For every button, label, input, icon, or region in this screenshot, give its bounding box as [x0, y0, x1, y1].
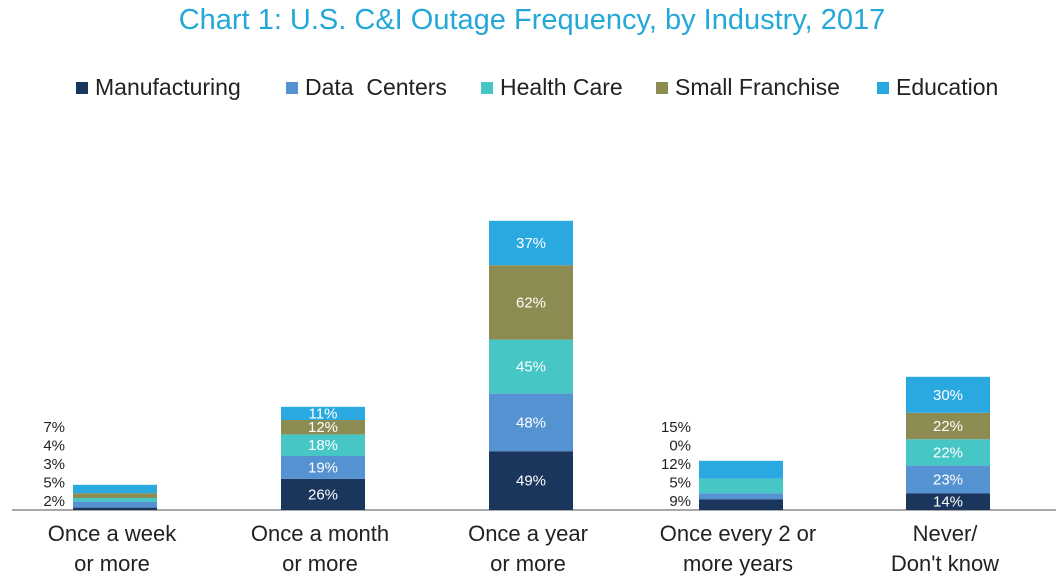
- data-label: 12%: [661, 456, 691, 473]
- data-label: 48%: [516, 414, 546, 431]
- bar-segment: [281, 478, 365, 510]
- category-label: or more: [282, 551, 358, 576]
- legend-label: Education: [896, 74, 999, 100]
- data-label: 22%: [933, 418, 963, 435]
- legend-swatch: [877, 81, 889, 94]
- bar-segment: [699, 493, 783, 500]
- bar-segment: [73, 484, 157, 494]
- bar-segment: [906, 439, 990, 466]
- legend-swatch: [481, 81, 493, 94]
- category-label: Don't know: [891, 551, 999, 576]
- data-label: 30%: [933, 387, 963, 404]
- data-label: 7%: [43, 419, 65, 436]
- legend-swatch: [656, 81, 668, 94]
- category-label: Once a year: [468, 521, 588, 546]
- legend: Manufacturing Data Centers Health Care Smal…: [0, 74, 1064, 104]
- bar-segment: [281, 456, 365, 479]
- bar-segment: [906, 412, 990, 440]
- category-label: or more: [490, 551, 566, 576]
- legend-swatch: [76, 81, 88, 94]
- bar-segment: [73, 501, 157, 508]
- data-label: 37%: [516, 235, 546, 252]
- data-label: 26%: [308, 486, 338, 503]
- legend-label: Small Franchise: [675, 74, 840, 100]
- category-label: more years: [683, 551, 793, 576]
- bar-segment: [699, 499, 783, 510]
- data-label: 12%: [308, 419, 338, 436]
- data-label: 23%: [933, 471, 963, 488]
- category-label: or more: [74, 551, 150, 576]
- data-label: 0%: [669, 438, 691, 455]
- bar-segment: [73, 493, 157, 498]
- bar-segment: [489, 393, 573, 452]
- data-label: 14%: [933, 494, 963, 511]
- bar-segment: [699, 460, 783, 479]
- data-label: 62%: [516, 294, 546, 311]
- bar-segment: [281, 420, 365, 435]
- bar-segment: [906, 376, 990, 413]
- bar-segment: [73, 507, 157, 510]
- legend-label: Manufacturing: [95, 74, 241, 100]
- bar-segment: [489, 265, 573, 340]
- data-label: 22%: [933, 444, 963, 461]
- bar-segment: [281, 434, 365, 456]
- bar-segment: [281, 406, 365, 420]
- legend-item: Data Centers: [286, 74, 447, 101]
- data-label: 18%: [308, 437, 338, 454]
- bar-segment: [906, 493, 990, 510]
- data-label: 5%: [669, 475, 691, 492]
- category-label: Once a month: [251, 521, 389, 546]
- legend-item: Small Franchise: [656, 74, 840, 101]
- bar-segment: [906, 465, 990, 494]
- legend-item: Education: [877, 74, 998, 101]
- category-label: Never/: [913, 521, 979, 546]
- legend-swatch: [286, 81, 298, 94]
- category-label: Once a week: [48, 521, 177, 546]
- data-label: 15%: [661, 419, 691, 436]
- bar-segment: [699, 478, 783, 494]
- data-label: 5%: [43, 475, 65, 492]
- data-label: 4%: [43, 438, 65, 455]
- category-label: Once every 2 or: [660, 521, 817, 546]
- data-label: 19%: [308, 459, 338, 476]
- bar-segment: [489, 451, 573, 510]
- data-label: 3%: [43, 456, 65, 473]
- legend-item: Manufacturing: [76, 74, 241, 101]
- data-label: 2%: [43, 493, 65, 510]
- legend-item: Health Care: [481, 74, 623, 101]
- data-label: 45%: [516, 359, 546, 376]
- bar-segment: [489, 220, 573, 266]
- data-label: 11%: [309, 405, 338, 422]
- bar-segment: [489, 339, 573, 394]
- legend-label: Health Care: [500, 74, 623, 100]
- bar-segment: [73, 498, 157, 502]
- chart-title: Chart 1: U.S. C&I Outage Frequency, by I…: [178, 4, 886, 36]
- data-label: 9%: [669, 493, 691, 510]
- data-label: 49%: [516, 473, 546, 490]
- legend-label: Data Centers: [305, 74, 447, 100]
